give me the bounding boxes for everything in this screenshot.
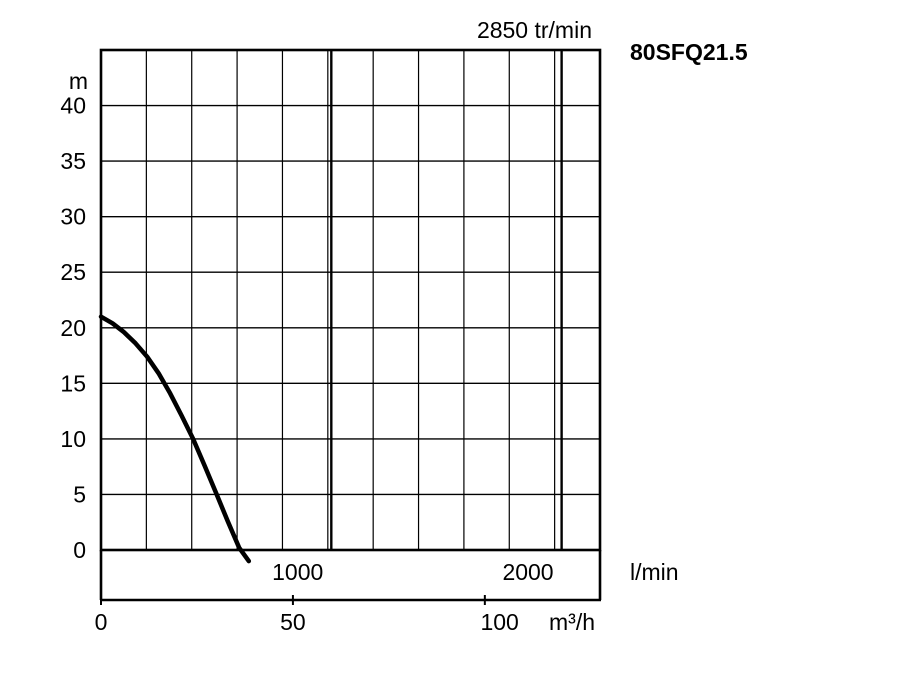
y-axis-unit: m — [69, 68, 88, 94]
x-tick-label-lmin: 1000 — [272, 559, 323, 585]
speed-label: 2850 tr/min — [477, 17, 592, 43]
chart-series — [98, 314, 252, 564]
x-tick-label-m3h: 100 — [480, 609, 518, 635]
chart-title: 80SFQ21.5 — [630, 39, 748, 65]
y-tick-label: 20 — [60, 315, 86, 341]
chart-labels: 2850 tr/min 80SFQ21.5 m l/min m³/h 0 5 10 1… — [60, 17, 747, 635]
x-tick-label-m3h: 0 — [95, 609, 108, 635]
chart-grid — [99, 48, 602, 605]
x-axis-unit-m3h: m³/h — [549, 609, 595, 635]
y-tick-label: 10 — [60, 426, 86, 452]
y-tick-label: 15 — [60, 370, 86, 396]
y-tick-label: 0 — [73, 537, 86, 563]
x-tick-label-m3h: 50 — [280, 609, 306, 635]
series-line — [98, 314, 252, 564]
x-axis-unit-lmin: l/min — [630, 559, 679, 585]
plot-frame — [99, 48, 602, 552]
y-tick-label: 30 — [60, 204, 86, 230]
y-tick-label: 5 — [73, 481, 86, 507]
x-tick-label-lmin: 2000 — [502, 559, 553, 585]
y-tick-label: 35 — [60, 148, 86, 174]
y-tick-label: 40 — [60, 93, 86, 119]
y-tick-label: 25 — [60, 259, 86, 285]
